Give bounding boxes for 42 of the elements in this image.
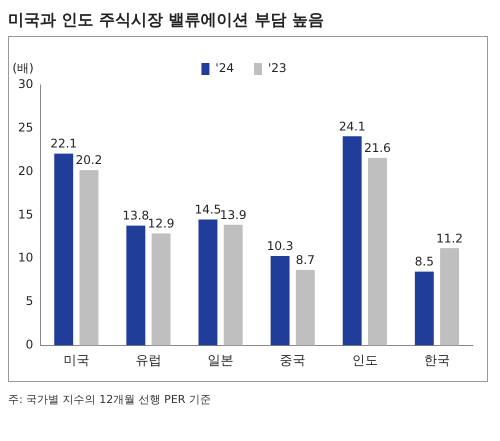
bar [152,233,171,346]
bar [198,220,218,346]
bar [224,224,243,346]
x-tick-label: 인도 [352,354,378,369]
y-tick-label: 10 [18,250,34,265]
bar [368,158,387,346]
bar [79,170,98,346]
chart-title: 미국과 인도 주식시장 밸류에이션 부담 높음 [8,9,325,31]
bar [126,226,146,346]
legend-label: '24 [215,61,234,76]
y-tick-label: 15 [18,207,34,222]
x-tick-label: 중국 [280,354,306,369]
y-tick-label: 25 [18,120,34,135]
y-tick-label: 5 [26,294,34,308]
data-label: 14.5 [194,202,222,217]
data-label: 13.8 [122,208,150,223]
data-label: 10.3 [266,239,294,254]
bar [440,248,460,346]
y-tick-label: 0 [26,338,34,352]
data-label: 22.1 [50,136,78,151]
bar [54,154,74,346]
data-label: 8.7 [296,253,315,268]
bar [270,256,290,346]
x-tick-label: 유럽 [135,354,162,369]
bar [296,270,315,346]
data-label: 20.2 [76,153,102,168]
bar [342,136,362,346]
legend-label: '23 [268,61,287,76]
data-label: 11.2 [436,231,463,246]
data-label: 12.9 [148,216,174,231]
data-label: 8.5 [414,254,434,269]
y-tick-label: 30 [18,77,34,92]
y-tick-label: 20 [18,164,34,178]
x-tick-label: 미국 [63,354,90,369]
bar [414,272,434,346]
x-tick-label: 일본 [208,354,234,369]
data-label: 24.1 [338,119,366,134]
x-tick-label: 한국 [424,354,450,369]
data-label: 13.9 [220,208,247,222]
y-axis-title: (배) [12,61,34,76]
data-label: 21.6 [364,141,391,156]
text: 주: 국가별 지수의 12개월 선행 PER 기준 [8,392,212,407]
